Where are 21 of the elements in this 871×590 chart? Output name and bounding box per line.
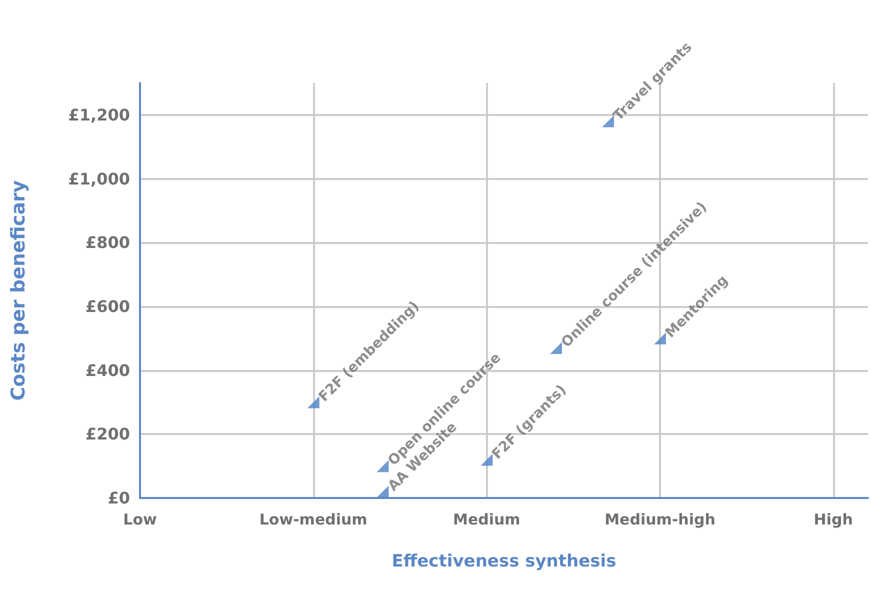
y-tick-label: £400 bbox=[85, 360, 130, 380]
y-tick-label: £600 bbox=[85, 296, 130, 316]
y-tick-label: £800 bbox=[85, 233, 130, 252]
x-tick-label: Medium-high bbox=[604, 510, 716, 528]
point bbox=[602, 115, 614, 128]
point bbox=[307, 396, 320, 408]
y-axis-title: Costs per beneficary bbox=[8, 180, 30, 401]
x-tick-label: High bbox=[814, 510, 853, 528]
x-tick-label: Low-medium bbox=[259, 510, 368, 528]
point bbox=[376, 486, 389, 498]
y-tick-label: £200 bbox=[85, 424, 130, 444]
x-tick-label: Medium bbox=[453, 510, 520, 528]
y-tick-label: £1,000 bbox=[68, 169, 130, 188]
y-tick-label: £1,200 bbox=[68, 105, 130, 124]
x-tick-label: Low bbox=[123, 510, 157, 528]
point bbox=[480, 454, 493, 466]
point bbox=[550, 342, 562, 354]
point bbox=[376, 460, 389, 472]
point bbox=[654, 332, 666, 344]
x-axis-title: Effectiveness synthesis bbox=[392, 552, 616, 572]
y-tick-label: £0 bbox=[108, 488, 130, 508]
